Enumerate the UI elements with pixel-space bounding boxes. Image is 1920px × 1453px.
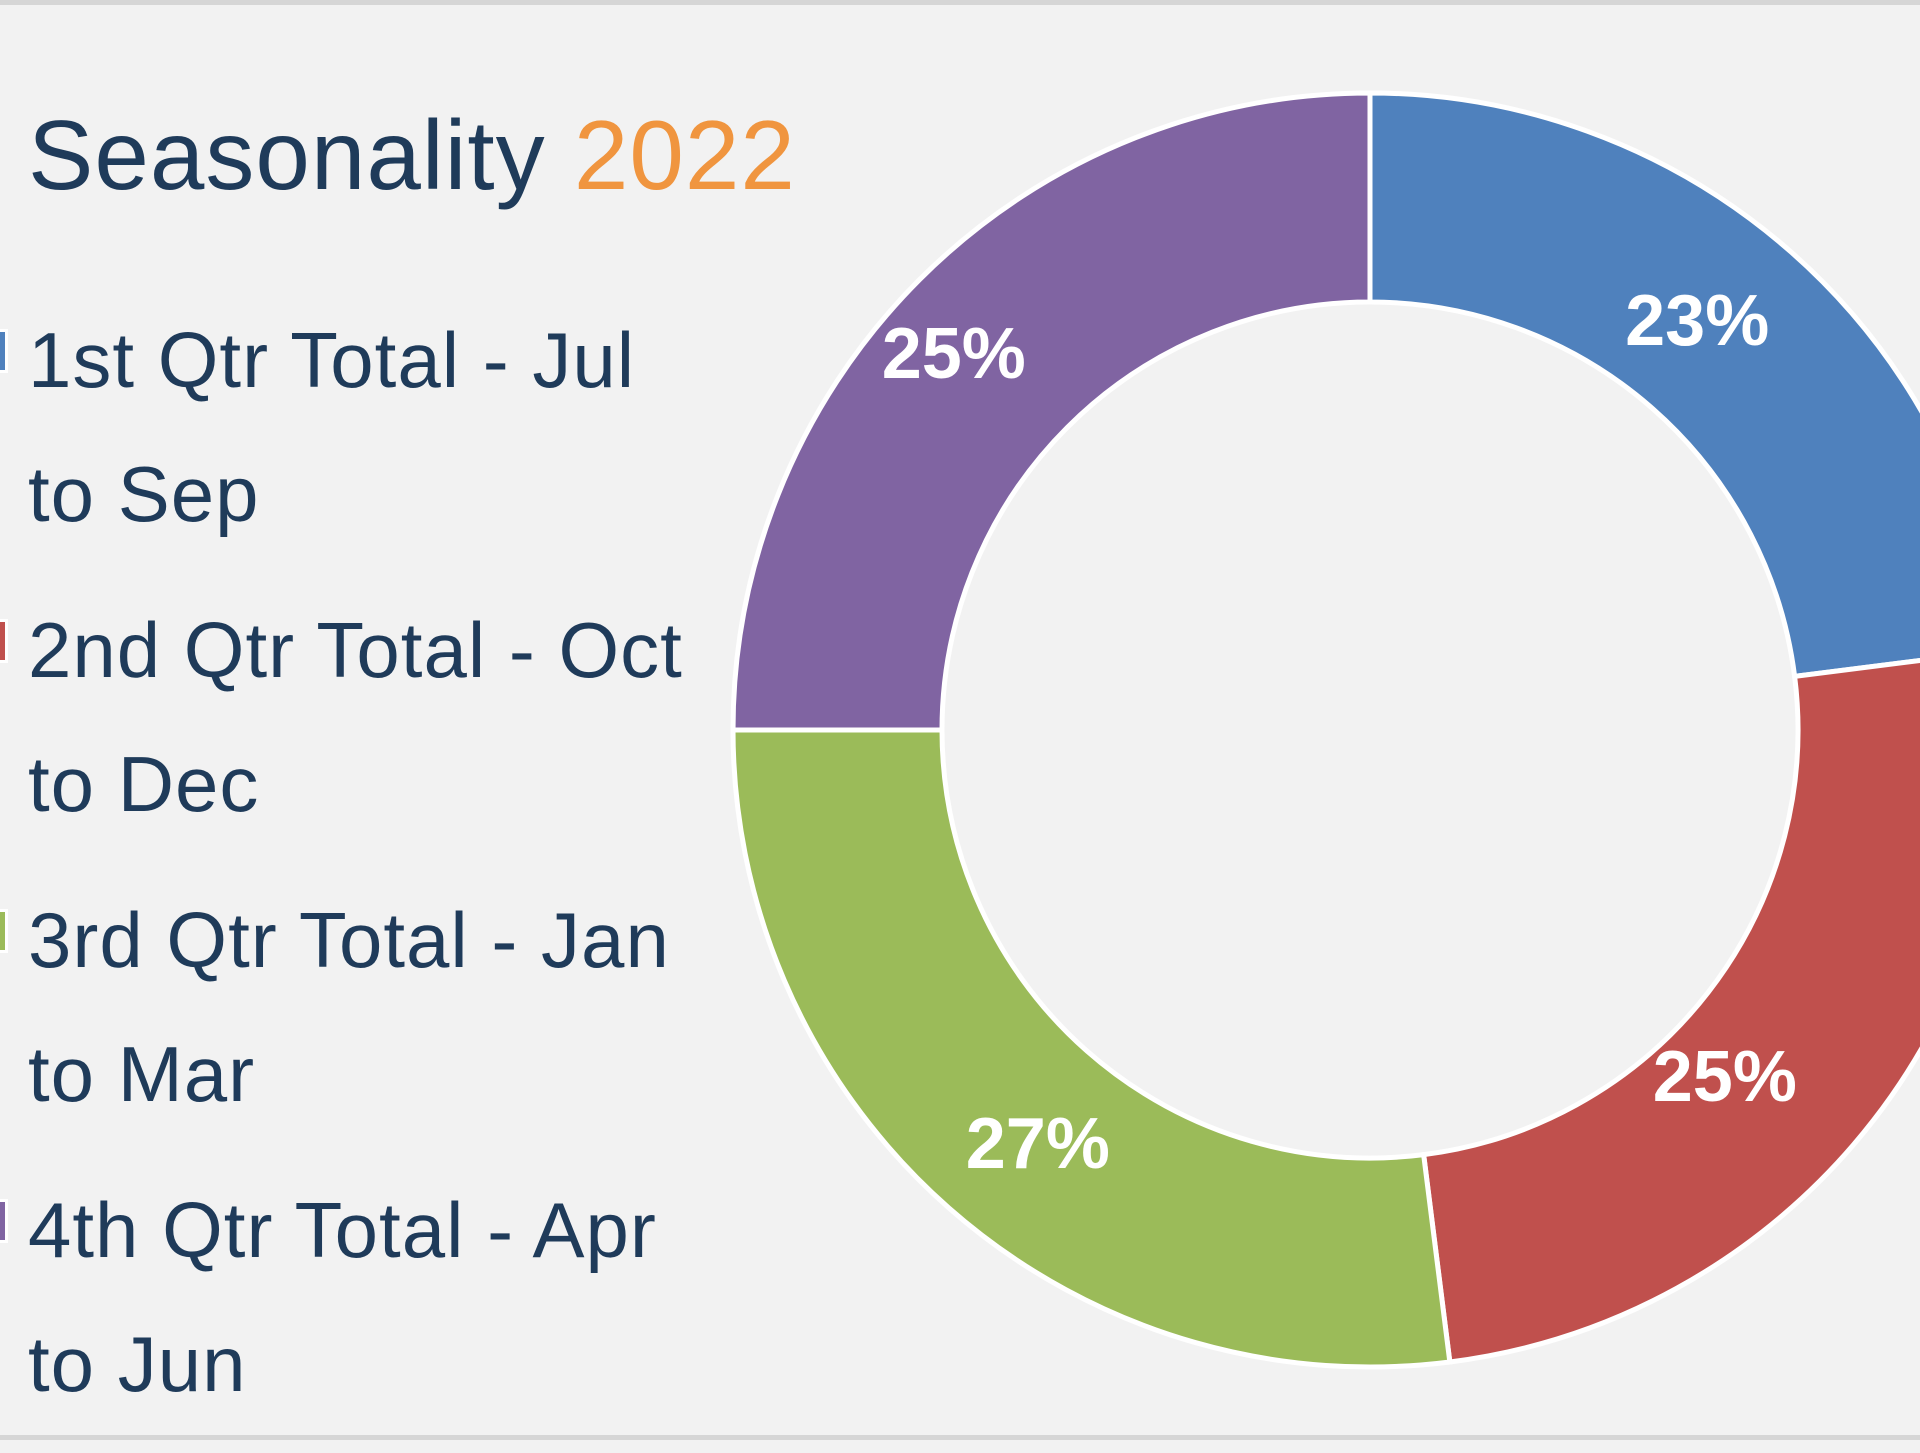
chart-title-text: Seasonality xyxy=(28,100,546,210)
legend-swatch xyxy=(0,329,8,373)
legend-swatch xyxy=(0,1199,8,1243)
data-label: 25% xyxy=(1653,1037,1797,1117)
donut-slice xyxy=(730,90,1373,733)
legend-label: 3rd Qtr Total - Jan to Mar xyxy=(28,896,670,1118)
legend-swatch xyxy=(0,619,8,663)
donut-slice xyxy=(730,727,1453,1370)
legend-item: 1st Qtr Total - Jul to Sep xyxy=(0,293,700,583)
legend-item: 3rd Qtr Total - Jan to Mar xyxy=(0,873,700,1163)
donut-chart: 23% 25% 27% 25% xyxy=(730,90,1920,1370)
data-label: 25% xyxy=(882,314,1026,394)
donut-slice xyxy=(1420,657,1920,1365)
legend-label: 1st Qtr Total - Jul to Sep xyxy=(28,316,636,538)
chart-title-year: 2022 xyxy=(573,100,796,210)
data-label: 27% xyxy=(966,1104,1110,1184)
legend: 1st Qtr Total - Jul to Sep 2nd Qtr Total… xyxy=(0,293,700,1453)
donut-slice xyxy=(1367,90,1920,680)
chart-title: Seasonality 2022 xyxy=(28,95,796,215)
data-label: 23% xyxy=(1625,281,1769,361)
legend-item: 2nd Qtr Total - Oct to Dec xyxy=(0,583,700,873)
legend-label: 2nd Qtr Total - Oct to Dec xyxy=(28,606,683,828)
legend-item: 4th Qtr Total - Apr to Jun xyxy=(0,1163,700,1453)
legend-swatch xyxy=(0,909,8,953)
legend-label: 4th Qtr Total - Apr to Jun xyxy=(28,1186,657,1408)
